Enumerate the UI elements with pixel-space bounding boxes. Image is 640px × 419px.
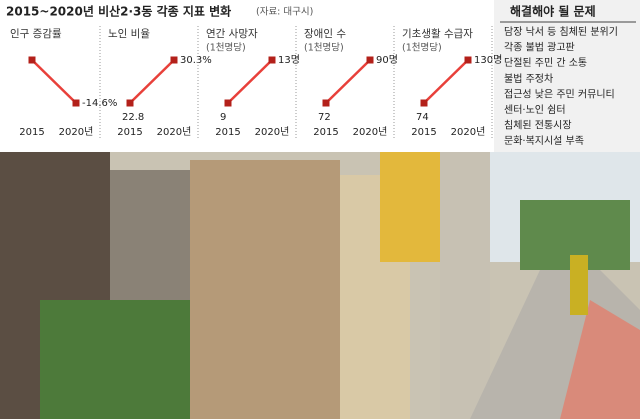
issues-title: 해결해야 될 문제	[510, 4, 596, 19]
x-tick-label: 2020년	[451, 126, 486, 138]
right-wall	[440, 152, 490, 419]
value-label: 72	[318, 112, 331, 123]
panel-title: 노인 비율	[108, 28, 150, 40]
x-tick-label: 2020년	[59, 126, 94, 138]
brick-wall	[190, 160, 340, 419]
panel-title: 기초생활 수급자	[402, 27, 473, 40]
line	[423, 59, 469, 104]
point	[322, 99, 330, 107]
panel-title: 연간 사망자	[206, 28, 258, 40]
panel-subtitle: (1천명당)	[402, 43, 442, 54]
value-label: 30.3%	[180, 55, 212, 66]
issues-background	[494, 0, 640, 152]
value-label: 22.8	[122, 112, 144, 123]
point	[28, 56, 36, 64]
line	[325, 59, 371, 104]
issue-item: 단절된 주민 간 소통	[504, 56, 587, 69]
issue-item: 담장 낙서 등 침체된 분위기	[504, 25, 618, 38]
x-tick-label: 2020년	[157, 126, 192, 138]
x-tick-label: 2015	[411, 127, 436, 138]
value-label: 90명	[376, 54, 398, 66]
point	[170, 56, 178, 64]
x-tick-label: 2015	[117, 127, 142, 138]
line	[31, 59, 77, 104]
point	[420, 99, 428, 107]
x-tick-label: 2015	[19, 127, 44, 138]
value-label: 9	[220, 112, 226, 123]
point	[268, 56, 276, 64]
issue-item: 각종 불법 광고판	[504, 42, 575, 54]
value-label: 74	[416, 112, 429, 123]
issue-item: 문화·복지시설 부족	[504, 135, 584, 147]
point	[366, 56, 374, 64]
x-tick-label: 2015	[215, 127, 240, 138]
point	[464, 56, 472, 64]
panel-subtitle: (1천명당)	[206, 43, 246, 54]
point	[72, 99, 80, 107]
value-label: -14.6%	[82, 98, 117, 109]
panel-title: 인구 증감률	[10, 28, 62, 40]
panel-title: 장애인 수	[304, 28, 346, 40]
red-path	[560, 300, 640, 419]
point	[224, 99, 232, 107]
issue-item: 센터·노인 쉼터	[504, 104, 566, 116]
line	[227, 59, 273, 104]
yellow-wall	[380, 152, 440, 262]
value-label: 13명	[278, 54, 300, 66]
x-tick-label: 2020년	[255, 126, 290, 138]
plants	[40, 300, 190, 419]
panel-subtitle: (1천명당)	[304, 43, 344, 54]
source: (자료: 대구시)	[256, 7, 313, 18]
x-tick-label: 2015	[313, 127, 338, 138]
x-tick-label: 2020년	[353, 126, 388, 138]
title: 2015~2020년 비산2·3동 각종 지표 변화	[6, 4, 231, 19]
line	[129, 59, 175, 104]
point	[126, 99, 134, 107]
issue-item: 침체된 전통시장	[504, 120, 572, 132]
value-label: 130명	[474, 54, 502, 66]
issue-item: 접근성 낮은 주민 커뮤니티	[504, 88, 615, 100]
issue-item: 불법 주정차	[504, 73, 553, 85]
walker	[570, 255, 588, 315]
photo	[0, 152, 640, 419]
